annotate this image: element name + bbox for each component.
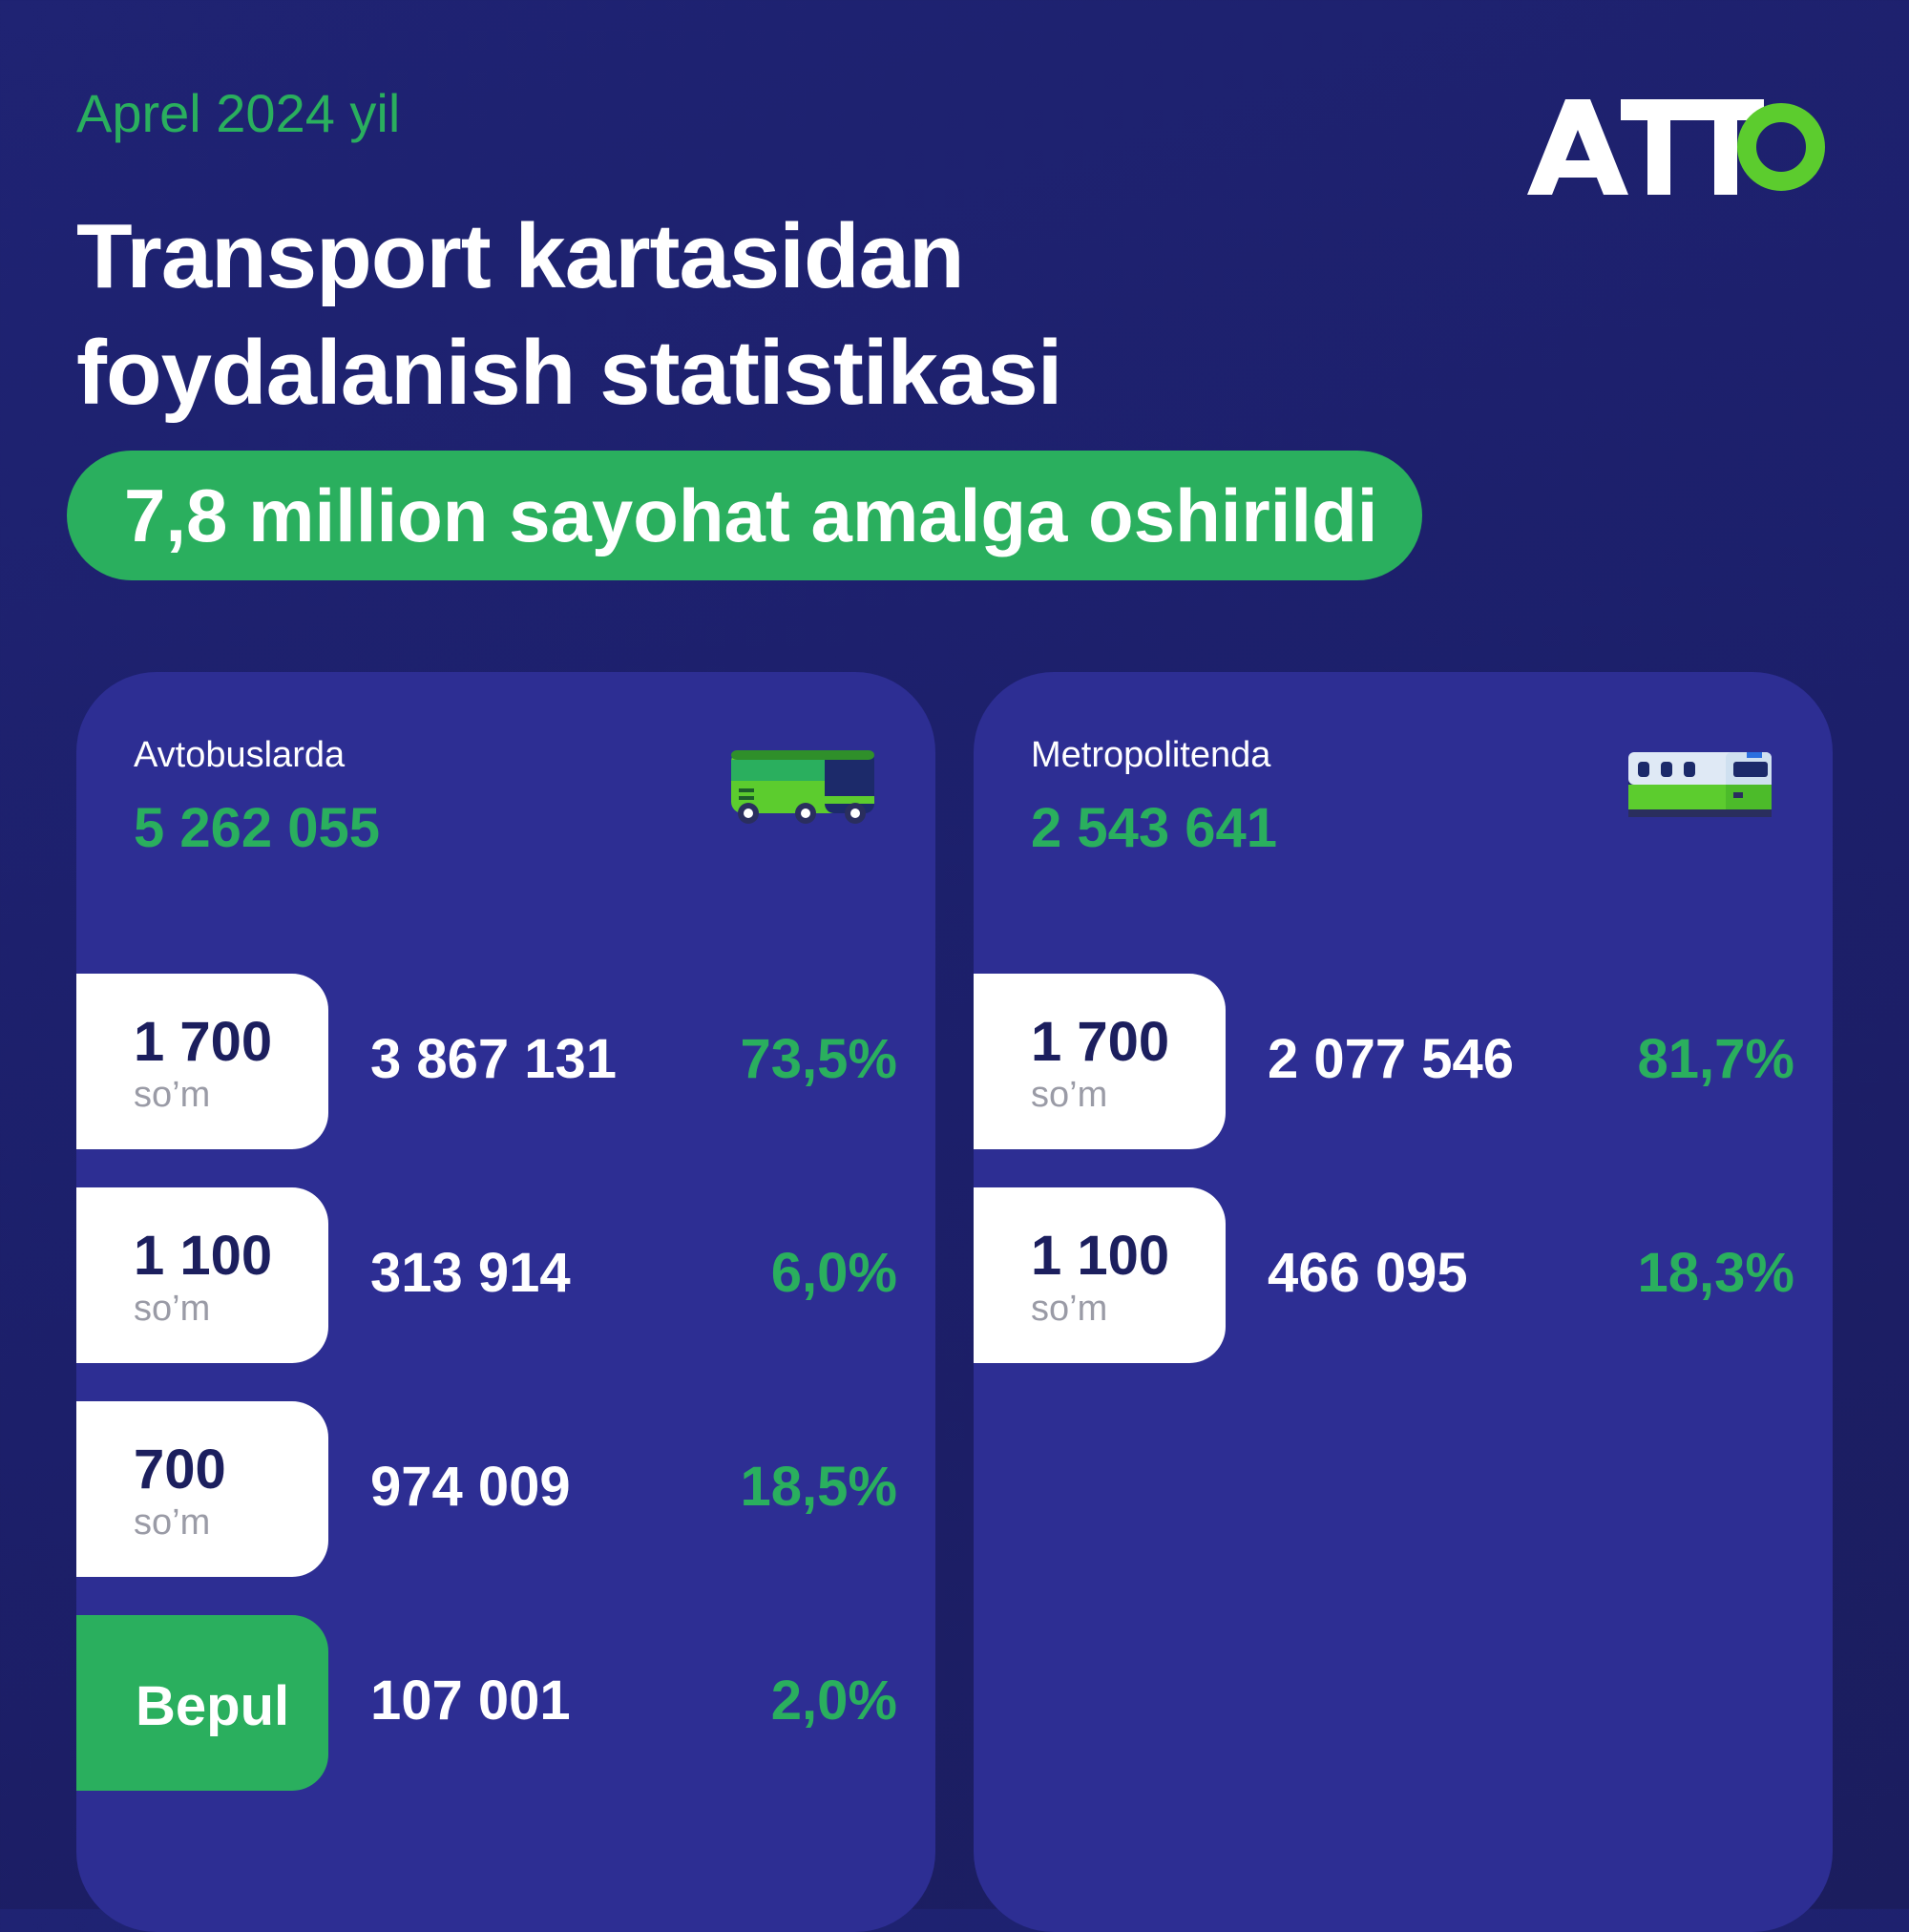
bus-row-700: 700 so’m 974 009 18,5% xyxy=(76,1401,935,1577)
bus-row-1700: 1 700 so’m 3 867 131 73,5% xyxy=(76,974,935,1149)
fare-unit: so’m xyxy=(134,1502,211,1543)
trip-count: 974 009 xyxy=(370,1456,571,1518)
fare-box: 1 700 so’m xyxy=(76,974,328,1149)
metro-train-icon xyxy=(1628,752,1772,817)
bus-total: 5 262 055 xyxy=(134,797,381,859)
fare-unit: so’m xyxy=(134,1075,211,1115)
trip-percent: 81,7% xyxy=(1637,1028,1794,1090)
fare-amount: 1 100 xyxy=(134,1225,273,1287)
trip-count: 466 095 xyxy=(1268,1242,1468,1304)
trip-count: 3 867 131 xyxy=(370,1028,618,1090)
trip-percent: 6,0% xyxy=(770,1242,897,1304)
fare-amount: 1 100 xyxy=(1031,1225,1170,1287)
bus-label: Avtobuslarda xyxy=(134,735,346,775)
trip-percent: 18,5% xyxy=(740,1456,897,1518)
headline-pill: 7,8 million sayohat amalga oshirildi xyxy=(67,451,1422,580)
fare-amount: 1 700 xyxy=(134,1011,273,1073)
trip-count: 107 001 xyxy=(370,1670,571,1732)
atto-logo xyxy=(1527,99,1825,195)
bus-card: Avtobuslarda 5 262 055 1 700 so’m 3 867 … xyxy=(76,672,935,1932)
fare-unit: so’m xyxy=(134,1289,211,1329)
fare-box: 1 700 so’m xyxy=(974,974,1226,1149)
title-line-2: foydalanish statistikasi xyxy=(76,322,1062,424)
metro-card: Metropolitenda 2 543 641 1 700 so’m 2 07… xyxy=(974,672,1833,1932)
fare-unit: so’m xyxy=(1031,1075,1108,1115)
metro-total: 2 543 641 xyxy=(1031,797,1278,859)
fare-amount: 700 xyxy=(134,1438,226,1501)
bus-row-1100: 1 100 so’m 313 914 6,0% xyxy=(76,1187,935,1363)
report-date: Aprel 2024 yil xyxy=(76,83,401,143)
fare-box: 1 100 so’m xyxy=(76,1187,328,1363)
trip-percent: 2,0% xyxy=(770,1670,897,1732)
trip-count: 313 914 xyxy=(370,1242,571,1304)
fare-unit: so’m xyxy=(1031,1289,1108,1329)
fare-box: 1 100 so’m xyxy=(974,1187,1226,1363)
fare-amount: 1 700 xyxy=(1031,1011,1170,1073)
bus-icon xyxy=(731,750,874,824)
trip-percent: 73,5% xyxy=(740,1028,897,1090)
trip-percent: 18,3% xyxy=(1637,1242,1794,1304)
headline-text: 7,8 million sayohat amalga oshirildi xyxy=(124,472,1378,557)
page-title: Transport kartasidan foydalanish statist… xyxy=(76,199,1062,431)
metro-label: Metropolitenda xyxy=(1031,735,1271,775)
bus-row-free: Bepul 107 001 2,0% xyxy=(76,1615,935,1791)
metro-row-1100: 1 100 so’m 466 095 18,3% xyxy=(974,1187,1833,1363)
trip-count: 2 077 546 xyxy=(1268,1028,1515,1090)
title-line-1: Transport kartasidan xyxy=(76,205,965,307)
fare-free-label: Bepul xyxy=(136,1675,290,1737)
fare-box-free: Bepul xyxy=(76,1615,328,1791)
metro-row-1700: 1 700 so’m 2 077 546 81,7% xyxy=(974,974,1833,1149)
fare-box: 700 so’m xyxy=(76,1401,328,1577)
